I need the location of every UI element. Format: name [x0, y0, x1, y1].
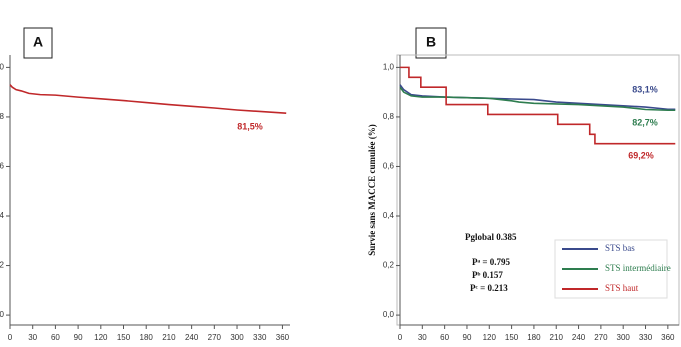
- x-tick-label: 60: [440, 333, 449, 342]
- panel-label-box: [23, 27, 53, 59]
- y-tick-label: 0,4: [0, 211, 5, 220]
- x-tick-label: 60: [51, 333, 60, 342]
- y-tick-label: 0,0: [383, 310, 395, 319]
- y-tick-label: 0,8: [383, 112, 395, 121]
- annotation: Pᵃ = 0.795: [472, 257, 511, 267]
- end-label: 82,7%: [632, 117, 658, 127]
- panel-label: B: [426, 34, 436, 50]
- x-tick-label: 30: [418, 333, 427, 342]
- x-tick-label: 360: [276, 333, 290, 342]
- y-tick-label: 0,2: [0, 261, 5, 270]
- x-tick-label: 330: [639, 333, 653, 342]
- y-tick-label: 0,2: [383, 261, 395, 270]
- km-curve: [9, 84, 287, 115]
- x-tick-label: 150: [505, 333, 519, 342]
- y-tick-label: 1,0: [383, 62, 395, 71]
- y-tick-label: 1,0: [0, 62, 5, 71]
- panel-label-box: [415, 27, 447, 59]
- km-curve: [399, 84, 676, 111]
- x-tick-label: 300: [617, 333, 631, 342]
- y-tick-label: 0,6: [0, 162, 5, 171]
- x-tick-label: 210: [162, 333, 176, 342]
- x-tick-label: 240: [572, 333, 586, 342]
- end-label: 81,5%: [237, 121, 263, 131]
- legend-label: STS intermédiaire: [605, 263, 671, 273]
- x-tick-label: 120: [483, 333, 497, 342]
- x-tick-label: 0: [398, 333, 403, 342]
- x-tick-label: 330: [253, 333, 267, 342]
- km-curve: [400, 66, 676, 145]
- annotation: Pᵇ 0.157: [472, 270, 503, 280]
- x-tick-label: 270: [594, 333, 608, 342]
- x-tick-label: 270: [208, 333, 222, 342]
- x-tick-label: 210: [550, 333, 564, 342]
- end-label: 69,2%: [628, 150, 654, 160]
- y-tick-label: 0,6: [383, 162, 395, 171]
- x-tick-label: 90: [74, 333, 83, 342]
- x-tick-label: 150: [117, 333, 131, 342]
- x-tick-label: 180: [527, 333, 541, 342]
- x-tick-label: 30: [28, 333, 37, 342]
- panel-label: A: [33, 34, 43, 50]
- y-tick-label: 0,8: [0, 112, 5, 121]
- y-tick-label: 0,0: [0, 310, 5, 319]
- end-label: 83,1%: [632, 84, 658, 94]
- x-tick-label: 0: [8, 333, 13, 342]
- km-curve: [399, 86, 676, 112]
- x-tick-label: 240: [185, 333, 199, 342]
- y-tick-label: 0,4: [383, 211, 395, 220]
- x-tick-label: 360: [661, 333, 675, 342]
- annotation: Pᶜ = 0.213: [470, 283, 508, 293]
- x-tick-label: 120: [94, 333, 108, 342]
- x-tick-label: 90: [463, 333, 472, 342]
- legend-box: [554, 239, 668, 299]
- legend-label: STS bas: [605, 243, 635, 253]
- x-tick-label: 180: [140, 333, 154, 342]
- legend-label: STS haut: [605, 283, 639, 293]
- y-axis-label: Survie sans MACCE cumulée (%): [367, 124, 377, 256]
- annotation: Pglobal 0.385: [465, 232, 517, 242]
- x-tick-label: 300: [230, 333, 244, 342]
